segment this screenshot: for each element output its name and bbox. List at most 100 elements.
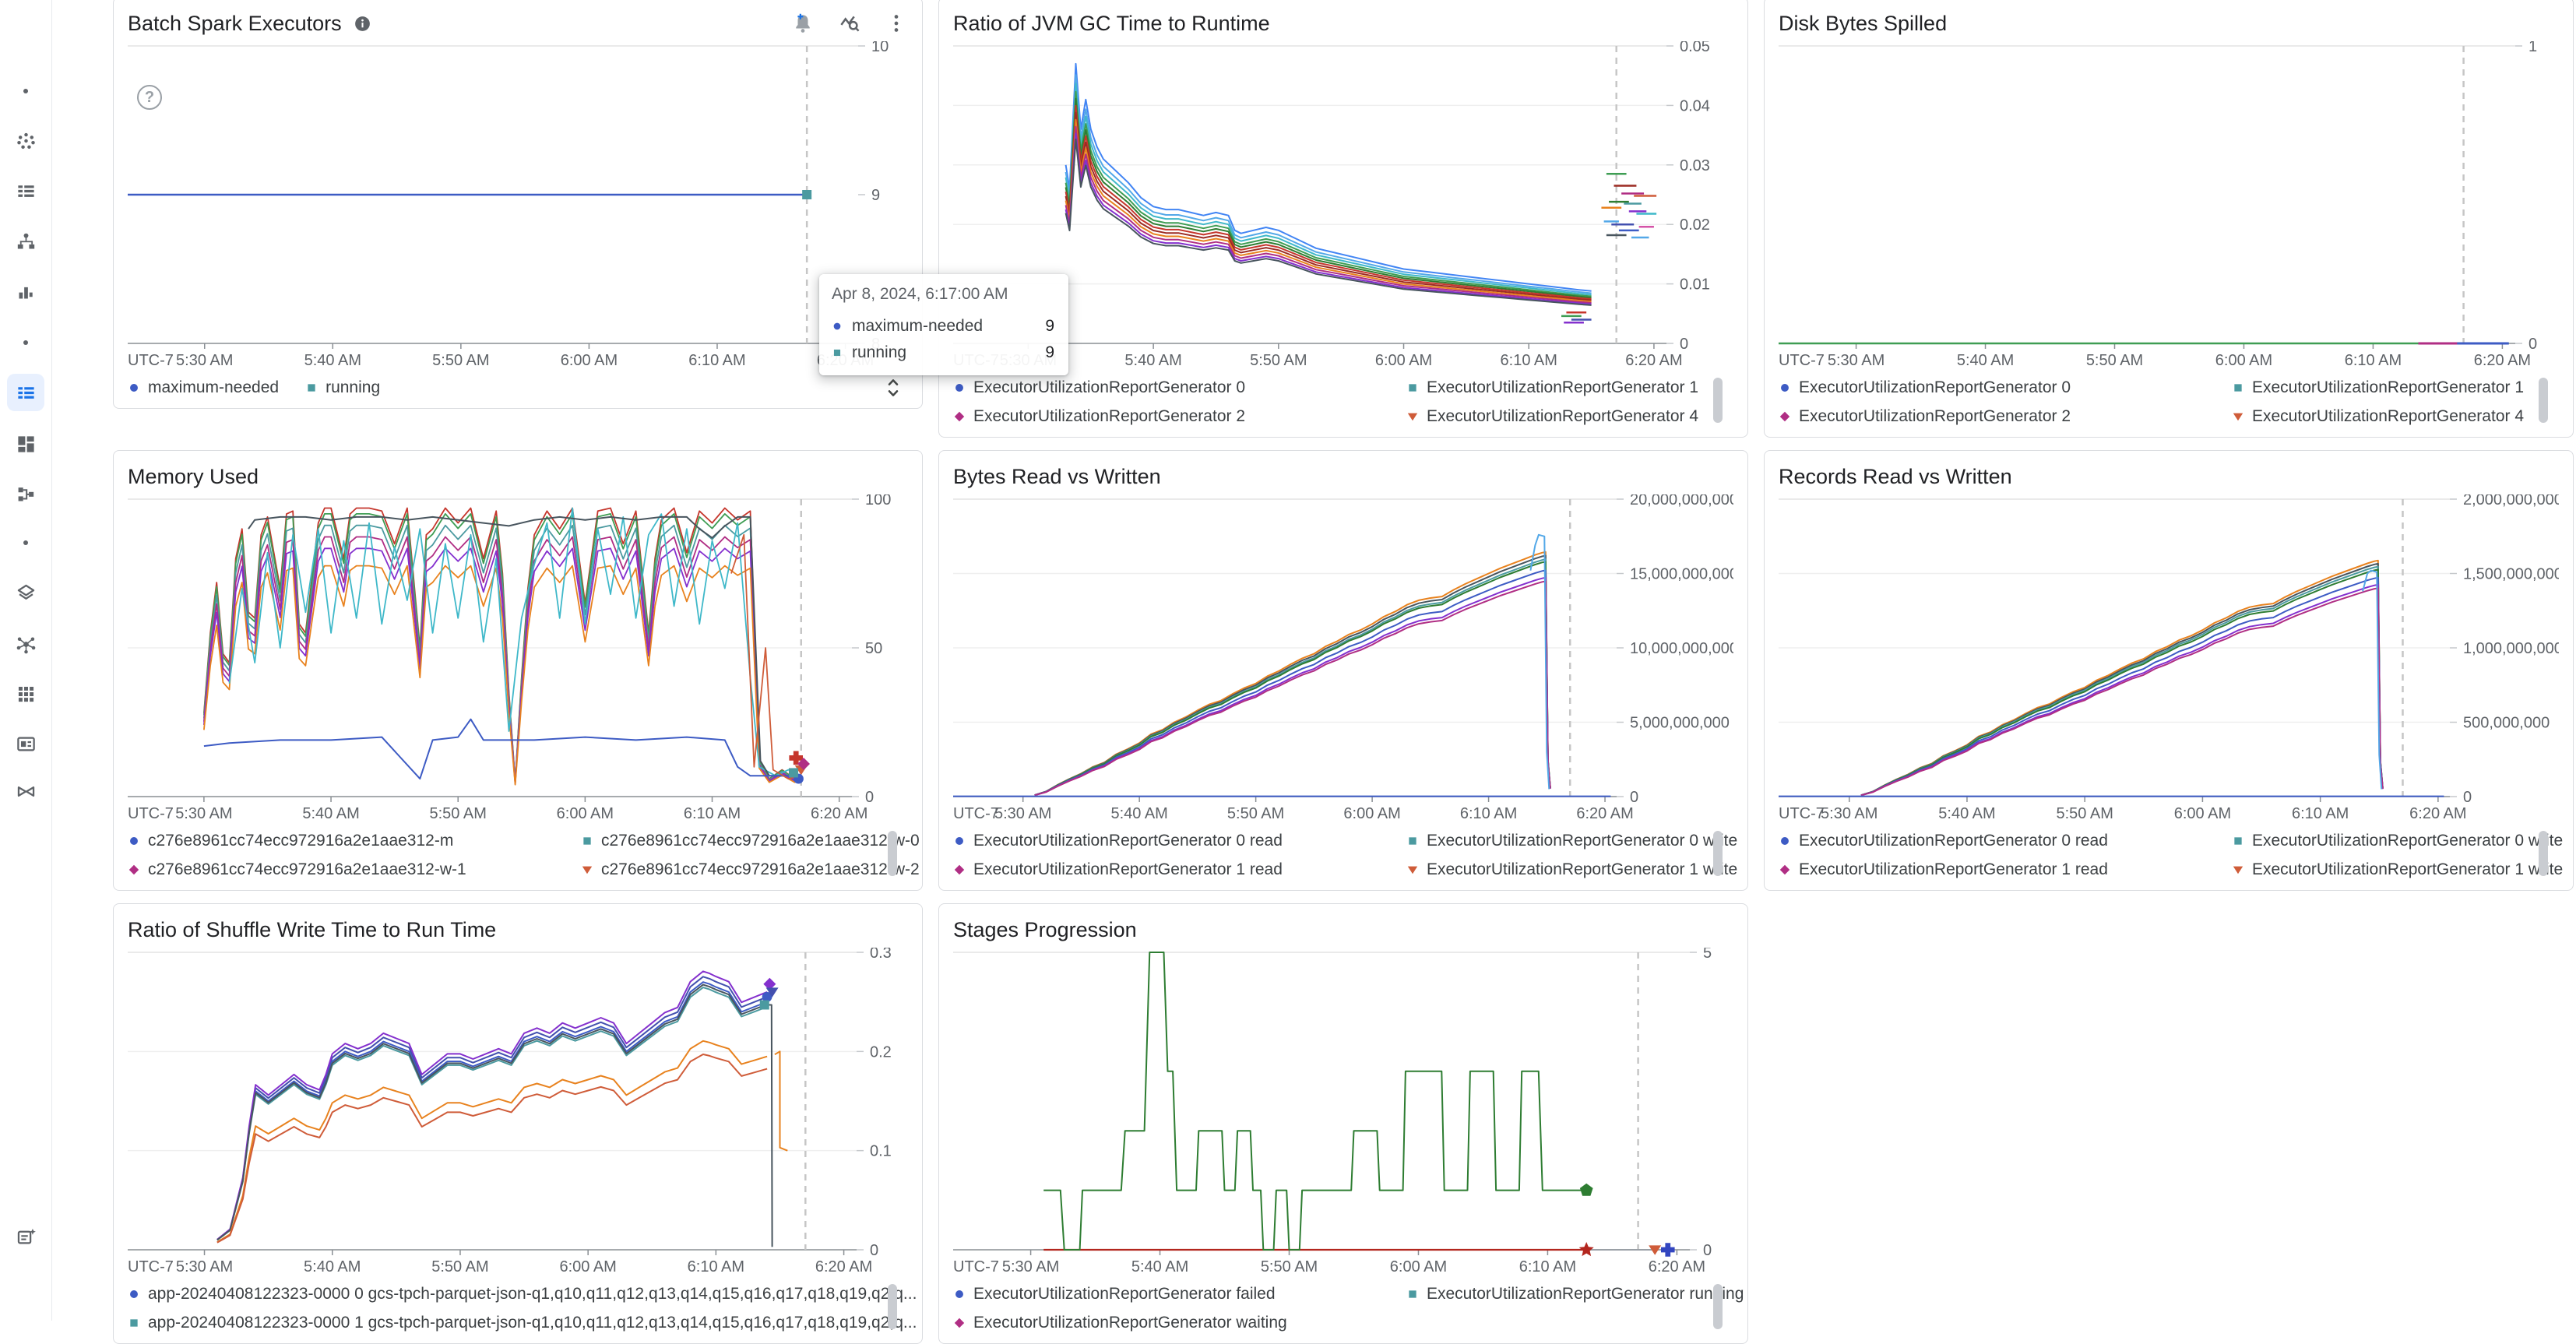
plus-point-marker [789, 751, 804, 765]
sidebar-item-nav-dot-3[interactable] [7, 524, 44, 561]
sidebar-item-nav-network[interactable] [7, 625, 44, 663]
series-line [1065, 83, 1592, 296]
sidebar-item-nav-clusters[interactable] [7, 122, 44, 160]
legend-item[interactable]: ExecutorUtilizationReportGenerator 1 rea… [1779, 855, 2199, 884]
legend-item[interactable]: c276e8961cc74ecc972916a2e1aae312-w-1 [128, 855, 548, 884]
circle-legend-marker-icon [1781, 836, 1789, 845]
panel-ratio-of-shuffle-write-time-to-run-time: Ratio of Shuffle Write Time to Run Time 0… [113, 903, 923, 1344]
legend-item[interactable]: c276e8961cc74ecc972916a2e1aae312-w-0 [581, 826, 920, 855]
legend-item[interactable]: maximum-needed [128, 373, 279, 402]
sidebar-item-nav-dot-1[interactable] [7, 72, 44, 110]
series-line [1860, 568, 2384, 797]
legend-item[interactable]: ExecutorUtilizationReportGenerator 1 wri… [1406, 855, 1737, 884]
legend-scrollbar[interactable] [888, 1284, 897, 1329]
chart-svg: 1 0 5:30 AM 5:40 AM 5:50 AM 6:00 AM 6:10 AM 6:2… [1779, 41, 2537, 369]
more-vert-icon[interactable] [885, 12, 908, 35]
sidebar-item-nav-workflows[interactable] [7, 475, 44, 512]
circle-legend-marker-icon [955, 836, 963, 845]
legend-item[interactable]: ExecutorUtilizationReportGenerator 0 [1779, 373, 2199, 402]
explore-icon[interactable] [838, 12, 861, 35]
x-tick-label: 6:10 AM [1519, 1258, 1576, 1275]
left-nav-sidebar [0, 0, 52, 1321]
legend-item[interactable]: running [305, 373, 380, 402]
legend-item[interactable]: ExecutorUtilizationReportGenerator 1 rea… [953, 855, 1374, 884]
legend-item[interactable]: ExecutorUtilizationReportGenerator waiti… [953, 1308, 1374, 1337]
panel-header: Ratio of Shuffle Write Time to Run Time [128, 912, 908, 948]
legend-item[interactable]: ExecutorUtilizationReportGenerator 0 [953, 373, 1374, 402]
sidebar-item-nav-compose[interactable] [7, 1218, 44, 1255]
legend-label: c276e8961cc74ecc972916a2e1aae312-m [148, 831, 454, 850]
legend-item[interactable]: ExecutorUtilizationReportGenerator 0 wri… [1406, 826, 1737, 855]
legend-scrollbar[interactable] [888, 831, 897, 876]
legend-item[interactable]: ExecutorUtilizationReportGenerator 1 [2232, 373, 2524, 402]
legend: ExecutorUtilizationReportGenerator 0 Exec… [953, 373, 1733, 431]
unfold-more-icon[interactable] [882, 375, 905, 401]
legend-scrollbar[interactable] [1713, 1284, 1723, 1329]
legend-item[interactable]: ExecutorUtilizationReportGenerator 0 rea… [1779, 826, 2199, 855]
tree-icon [17, 233, 34, 248]
info-icon[interactable] [353, 14, 372, 33]
sidebar-item-nav-bowtie[interactable] [7, 772, 44, 810]
star-point-marker [1578, 1242, 1594, 1257]
series-line [216, 970, 768, 1240]
series-line [1065, 90, 1592, 297]
alert-add-icon[interactable] [791, 12, 815, 35]
legend-item[interactable]: ExecutorUtilizationReportGenerator 2 [953, 402, 1374, 431]
legend-item[interactable]: ExecutorUtilizationReportGenerator 0 wri… [2232, 826, 2563, 855]
panel-memory-used: Memory Used 100 50 0 5:30 AM 5:40 AM 5:50 AM 6:… [113, 450, 923, 891]
series-line [1860, 576, 2384, 797]
legend-item[interactable]: app-20240408122323-0000 0 gcs-tpch-parqu… [128, 1279, 917, 1308]
panel-title: Disk Bytes Spilled [1779, 11, 1948, 35]
card-icon [16, 737, 35, 751]
y-tick-label: 0.04 [1680, 97, 1710, 114]
series-line [228, 507, 802, 777]
x-tick-label: 6:20 AM [2409, 805, 2466, 822]
legend-item[interactable]: ExecutorUtilizationReportGenerator faile… [953, 1279, 1374, 1308]
legend-item[interactable]: c276e8961cc74ecc972916a2e1aae312-w-2 [581, 855, 920, 884]
legend-item[interactable]: c276e8961cc74ecc972916a2e1aae312-m [128, 826, 548, 855]
series-line [203, 547, 802, 785]
sidebar-item-nav-jobs-list[interactable] [7, 172, 44, 209]
y-tick-label: 0.05 [1680, 41, 1710, 55]
legend-item[interactable]: ExecutorUtilizationReportGenerator 4 [2232, 402, 2524, 431]
chart-area: 100 50 0 5:30 AM 5:40 AM 5:50 AM 6:00 AM 6:10 A… [128, 494, 908, 825]
legend-item[interactable]: ExecutorUtilizationReportGenerator 2 [1779, 402, 2199, 431]
legend: ExecutorUtilizationReportGenerator 0 rea… [1779, 826, 2563, 884]
legend-item[interactable]: ExecutorUtilizationReportGenerator runni… [1406, 1279, 1744, 1308]
series-line [1860, 587, 2384, 797]
timezone-label: UTC-7 [128, 352, 174, 369]
series-line [1065, 138, 1592, 306]
sidebar-item-nav-dashboard[interactable] [7, 425, 44, 463]
y-tick-label: 1,500,000,000 [2463, 566, 2559, 583]
legend-item[interactable]: app-20240408122323-0000 1 gcs-tpch-parqu… [128, 1308, 917, 1337]
x-tick-label: 5:30 AM [1828, 352, 1884, 369]
square-legend-marker-icon [1409, 1289, 1416, 1298]
series-line [216, 1040, 768, 1243]
legend-item[interactable]: ExecutorUtilizationReportGenerator 4 [1406, 402, 1698, 431]
legend-item[interactable]: ExecutorUtilizationReportGenerator 1 wri… [2232, 855, 2563, 884]
diamond-legend-marker-icon [1779, 864, 1790, 874]
legend-scrollbar[interactable] [1713, 378, 1723, 423]
x-tick-label: 5:50 AM [431, 1258, 488, 1275]
legend-label: ExecutorUtilizationReportGenerator 2 [973, 406, 1246, 425]
legend-scrollbar[interactable] [1713, 831, 1723, 876]
sidebar-item-nav-apps-grid[interactable] [7, 675, 44, 712]
sidebar-item-nav-batches[interactable] [7, 374, 44, 411]
x-tick-label: 6:10 AM [688, 352, 745, 369]
panel-title: Memory Used [128, 464, 259, 488]
layers-icon [17, 584, 34, 600]
legend-scrollbar[interactable] [2539, 831, 2548, 876]
legend-item[interactable]: ExecutorUtilizationReportGenerator 0 rea… [953, 826, 1374, 855]
sidebar-item-nav-layers[interactable] [7, 574, 44, 611]
chart-area: 0.05 0.04 0.03 0.02 0.01 0 5:30 AM 5:40 AM 5:50 … [953, 41, 1733, 371]
x-tick-label: 6:00 AM [2215, 352, 2272, 369]
network-icon [16, 637, 35, 653]
legend-scrollbar[interactable] [2539, 378, 2548, 423]
x-tick-label: 5:50 AM [1261, 1258, 1318, 1275]
sidebar-item-nav-dot-2[interactable] [7, 324, 44, 361]
sidebar-item-nav-metrics[interactable] [7, 273, 44, 310]
legend-item[interactable]: ExecutorUtilizationReportGenerator 1 [1406, 373, 1698, 402]
help-icon[interactable]: ? [137, 85, 162, 110]
sidebar-item-nav-card-view[interactable] [7, 725, 44, 762]
sidebar-item-nav-hierarchy[interactable] [7, 223, 44, 260]
